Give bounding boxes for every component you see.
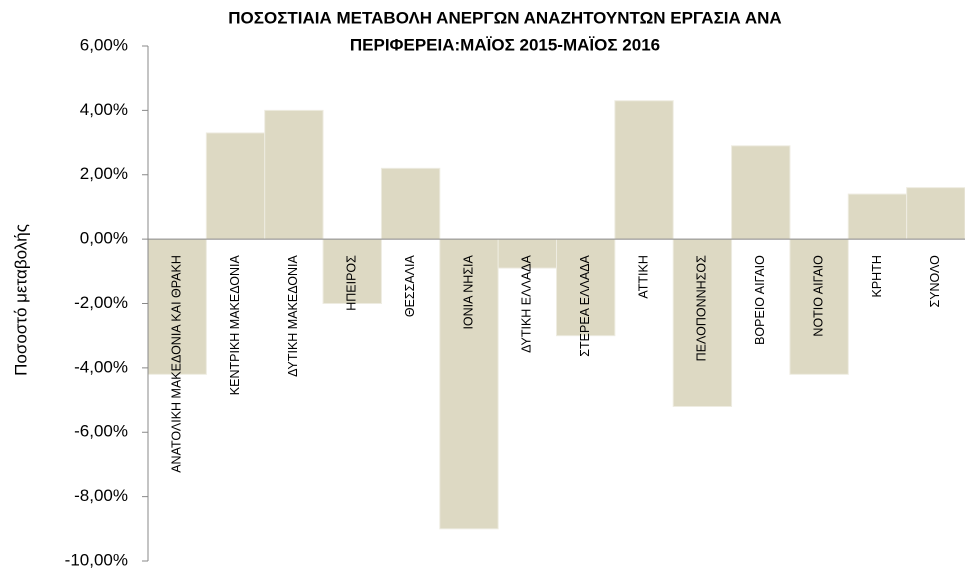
y-tick-label: -6,00% [74, 422, 128, 441]
x-tick-label: ΙΟΝΙΑ ΝΗΣΙΑ [461, 254, 475, 329]
x-tick-label: ΣΤΕΡΕΑ ΕΛΛΑΔΑ [578, 254, 592, 356]
bar [556, 238, 616, 337]
bar [731, 145, 791, 240]
x-tick-label: ΚΡΗΤΗ [870, 255, 884, 297]
chart-title: ΠΕΡΙΦΕΡΕΙΑ:ΜΑΪΟΣ 2015-ΜΑΪΟΣ 2016 [350, 35, 660, 54]
bar [906, 187, 965, 240]
x-tick-label: ΗΠΕΙΡΟΣ [345, 255, 359, 311]
y-tick-label: 4,00% [80, 100, 128, 119]
x-tick-label: ΚΕΝΤΡΙΚΗ ΜΑΚΕΔΟΝΙΑ [228, 254, 242, 395]
x-tick-label: ΑΤΤΙΚΗ [636, 255, 650, 299]
bar [264, 109, 324, 240]
x-tick-label: ΑΝΑΤΟΛΙΚΗ ΜΑΚΕΔΟΝΙΑ ΚΑΙ ΘΡΑΚΗ [169, 255, 183, 473]
x-tick-label: ΠΕΛΟΠΟΝΝΗΣΟΣ [695, 255, 709, 361]
y-tick-label: -2,00% [74, 293, 128, 312]
bar [847, 193, 908, 240]
bar [380, 167, 441, 240]
bar [205, 132, 266, 240]
x-tick-label: ΒΟΡΕΙΟ ΑΙΓΑΙΟ [753, 255, 767, 345]
y-tick-label: 2,00% [80, 164, 128, 183]
y-tick-label: 6,00% [80, 35, 128, 54]
x-tick-label: ΔΥΤΙΚΗ ΕΛΛΑΔΑ [520, 254, 534, 352]
y-tick-label: -4,00% [74, 357, 128, 376]
x-tick-label: ΘΕΣΣΑΛΙΑ [403, 254, 417, 317]
y-tick-label: -10,00% [65, 550, 128, 569]
bar [672, 238, 733, 407]
y-tick-label: 0,00% [80, 229, 128, 248]
chart-title: ΠΟΣΟΣΤΙΑΙΑ ΜΕΤΑΒΟΛΗ ΑΝΕΡΓΩΝ ΑΝΑΖΗΤΟΥΝΤΩΝ… [228, 8, 781, 27]
x-tick-label: ΔΥΤΙΚΗ ΜΑΚΕΔΟΝΙΑ [286, 254, 300, 376]
bar [147, 238, 207, 375]
y-tick-label: -8,00% [74, 486, 128, 505]
bar [789, 238, 849, 375]
bar [614, 100, 674, 240]
y-axis-label: Ποσοστό μεταβολής [11, 224, 30, 376]
x-tick-label: ΝΟΤΙΟ ΑΙΓΑΙΟ [811, 255, 825, 337]
bar [322, 238, 382, 304]
x-tick-label: ΣΥΝΟΛΟ [928, 255, 942, 308]
